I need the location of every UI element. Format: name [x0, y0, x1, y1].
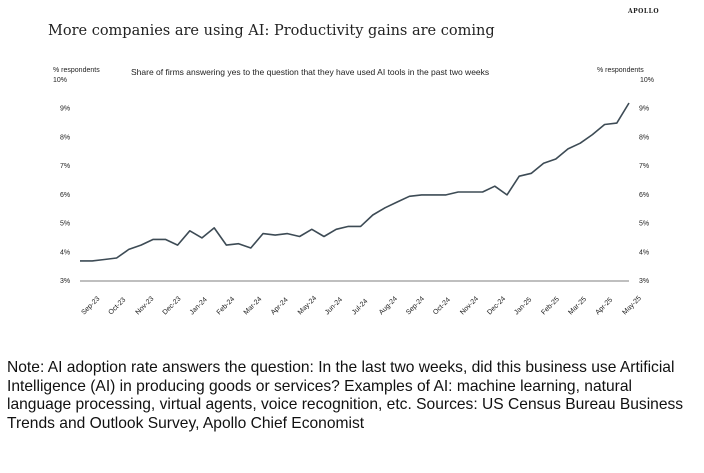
- x-tick-label: Aug-24: [378, 295, 399, 316]
- y-axis-label-right: % respondents: [597, 67, 644, 74]
- line-chart: 3% 3% 4% 4% 5% 5% 6% 6% 7% 7% 8% 8% 9% 9% 10% 10% Sep-23…: [53, 77, 654, 317]
- x-tick-label: Oct-23: [108, 297, 128, 317]
- y-tick-label-left: 6%: [60, 192, 70, 199]
- y-tick-label-left: 3%: [60, 278, 70, 285]
- x-tick-label: Nov-23: [135, 295, 156, 316]
- x-tick-label: Feb-24: [216, 296, 237, 317]
- chart-subtitle: Share of firms answering yes to the ques…: [131, 67, 490, 77]
- series-line: [80, 102, 630, 262]
- chart-note: Note: AI adoption rate answers the quest…: [7, 359, 684, 432]
- x-tick-label: Feb-25: [540, 296, 561, 317]
- x-tick-label: Apr-25: [594, 297, 614, 317]
- x-tick-label: Jan-24: [189, 296, 209, 316]
- y-tick-label-right: 9%: [639, 106, 649, 113]
- x-tick-label: Sep-23: [80, 295, 101, 316]
- y-tick-label-right: 3%: [639, 278, 649, 285]
- x-tick-label: Jan-25: [513, 296, 533, 316]
- x-tick-label: May-25: [621, 295, 643, 317]
- y-tick-label-left: 8%: [60, 134, 70, 141]
- x-tick-label: Jun-24: [324, 296, 344, 316]
- x-tick-label: Jul-24: [351, 298, 370, 317]
- chart-title: More companies are using AI: Productivit…: [48, 23, 495, 39]
- x-tick-label: May-24: [297, 295, 319, 317]
- x-tick-label: Mar-25: [567, 296, 588, 317]
- x-tick-label: Dec-23: [162, 295, 183, 316]
- y-tick-label-right: 10%: [640, 77, 654, 84]
- y-tick-label-right: 8%: [639, 134, 649, 141]
- y-tick-label-left: 5%: [60, 221, 70, 228]
- y-tick-label-left: 9%: [60, 106, 70, 113]
- x-tick-label: Nov-24: [459, 295, 480, 316]
- y-tick-label-left: 7%: [60, 163, 70, 170]
- x-tick-label: Apr-24: [270, 297, 290, 317]
- y-tick-label-right: 5%: [639, 221, 649, 228]
- y-tick-label-right: 7%: [639, 163, 649, 170]
- x-tick-label: Sep-24: [405, 295, 426, 316]
- y-tick-label-right: 6%: [639, 192, 649, 199]
- x-tick-label: Oct-24: [432, 297, 452, 317]
- x-tick-label: Mar-24: [243, 296, 264, 317]
- brand-logo: APOLLO: [628, 8, 660, 15]
- y-tick-label-right: 4%: [639, 249, 649, 256]
- x-tick-label: Dec-24: [486, 295, 507, 316]
- y-tick-label-left: 4%: [60, 249, 70, 256]
- y-axis-label-left: % respondents: [53, 67, 100, 74]
- y-tick-label-left: 10%: [53, 77, 67, 84]
